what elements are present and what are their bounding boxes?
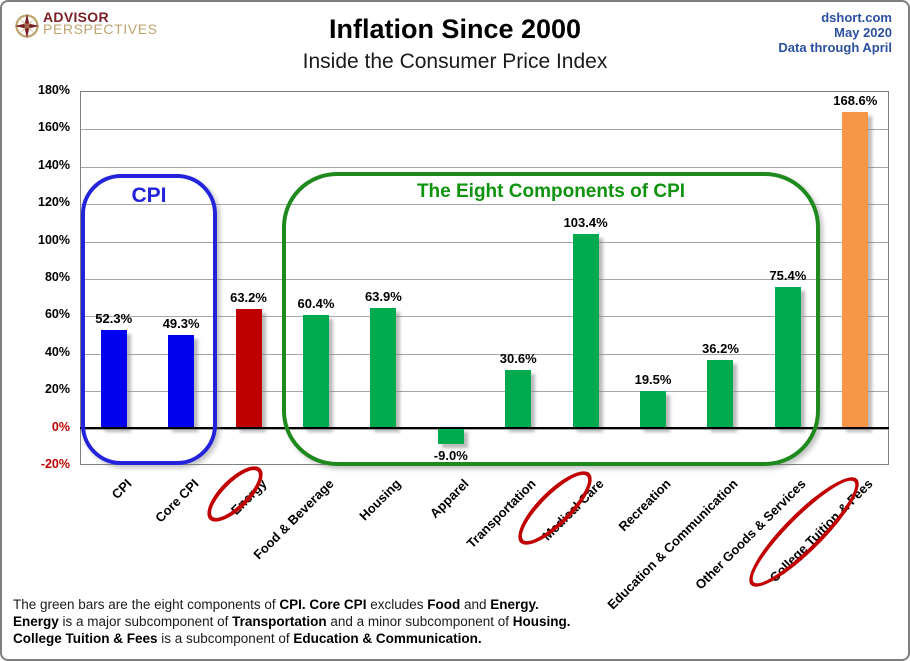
y-axis-label-160: 160% <box>38 120 70 135</box>
footer-text-segment: . <box>566 614 571 629</box>
bar-food-beverage <box>302 314 329 428</box>
gridline-20 <box>81 391 888 393</box>
y-axis-label--20: -20% <box>40 457 70 471</box>
footer-text-segment: The green bars are the eight components … <box>13 597 280 612</box>
footer-note-line-2: Energy is a major subcomponent of Transp… <box>13 613 571 630</box>
footer-text-segment: . <box>535 597 539 612</box>
footer-text-segment: College Tuition & Fees <box>13 631 158 646</box>
footer-notes: The green bars are the eight components … <box>13 596 571 647</box>
red-ellipse-medical-care <box>508 461 602 555</box>
chart-plot-area <box>80 91 889 465</box>
y-axis-label-80: 80% <box>44 270 70 284</box>
bar-value-label-core-cpi: 49.3% <box>162 316 200 332</box>
source-date: May 2020 <box>834 25 892 40</box>
page-subtitle: Inside the Consumer Price Index <box>302 50 608 73</box>
y-axis-label-0: 0% <box>51 419 70 434</box>
source-note: Data through April <box>778 40 892 55</box>
compass-star-icon <box>14 13 40 39</box>
bar-value-label-cpi: 52.3% <box>95 310 133 326</box>
gridline-0 <box>81 428 888 430</box>
bar-college-tuition-fees <box>842 112 869 428</box>
footer-text-segment: is a major subcomponent of <box>58 614 233 629</box>
bar-other-goods-services <box>774 286 801 428</box>
bar-cpi <box>100 329 127 428</box>
source-block: dshort.com May 2020 Data through April <box>778 10 892 55</box>
footer-text-segment: Housing <box>512 614 567 629</box>
bar-value-label-recreation: 19.5% <box>634 372 672 388</box>
bar-value-label-other-goods-services: 75.4% <box>769 267 807 283</box>
y-axis-label-180: 180% <box>38 83 70 97</box>
bar-value-label-energy: 63.2% <box>230 290 267 306</box>
bar-transportation <box>505 370 532 428</box>
y-axis-label-20: 20% <box>44 382 70 397</box>
gridline-80 <box>81 279 888 280</box>
logo-text: ADVISOR PERSPECTIVES <box>43 9 158 37</box>
logo-perspectives-text: PERSPECTIVES <box>43 21 158 37</box>
footer-text-segment: is a subcomponent of <box>157 631 294 646</box>
y-axis-label-40: 40% <box>44 344 70 359</box>
y-axis-label-100: 100% <box>38 232 70 247</box>
footer-text-segment: Energy <box>490 597 536 612</box>
bar-value-label-apparel: -9.0% <box>433 448 468 464</box>
cpi-group-label: CPI <box>131 184 167 207</box>
bar-core-cpi <box>168 335 195 428</box>
bar-recreation <box>640 391 667 428</box>
bar-value-label-college-tuition-fees: 168.6% <box>833 93 878 109</box>
bar-energy <box>235 309 262 428</box>
source-site: dshort.com <box>821 10 892 25</box>
footer-text-segment: and <box>460 597 491 612</box>
gridline-60 <box>81 316 888 318</box>
gridline-160 <box>81 129 888 131</box>
bar-value-label-housing: 63.9% <box>364 289 402 305</box>
zero-axis-line <box>80 426 889 429</box>
footer-note-line-1: The green bars are the eight components … <box>13 596 571 613</box>
gridline-120 <box>81 204 888 206</box>
advisor-perspectives-logo: ADVISOR PERSPECTIVES <box>14 9 158 39</box>
cpi-group-box: CPI <box>81 174 217 465</box>
y-axis-label-60: 60% <box>44 307 70 322</box>
page-title: Inflation Since 2000 <box>328 14 582 44</box>
bar-housing <box>370 308 397 428</box>
footer-text-segment: and a minor subcomponent of <box>326 614 513 629</box>
gridline-100 <box>81 241 888 243</box>
bar-apparel <box>437 427 464 445</box>
bar-medical-care <box>572 234 599 428</box>
logo-advisor-text: ADVISOR <box>43 9 109 25</box>
footer-note-line-3: College Tuition & Fees is a subcomponent… <box>13 630 571 647</box>
bar-value-label-transportation: 30.6% <box>499 351 537 367</box>
bar-value-label-food-beverage: 60.4% <box>297 295 335 311</box>
footer-text-segment: Food <box>427 597 461 612</box>
gridline-40 <box>81 353 888 355</box>
bar-education-communication <box>707 359 734 428</box>
components-group-label: The Eight Components of CPI <box>416 181 686 202</box>
footer-text-segment: Energy <box>13 614 59 629</box>
footer-text-segment: CPI. Core CPI <box>279 597 367 612</box>
bar-value-label-education-communication: 36.2% <box>702 340 739 356</box>
y-axis-label-140: 140% <box>38 157 70 172</box>
components-group-box: The Eight Components of CPI <box>282 172 820 466</box>
bar-value-label-medical-care: 103.4% <box>563 215 608 231</box>
y-axis-label-120: 120% <box>38 195 70 210</box>
footer-text-segment: Education & Communication <box>293 631 478 646</box>
gridline-140 <box>81 166 888 168</box>
footer-text-segment: . <box>477 631 482 646</box>
footer-text-segment: excludes <box>366 597 428 612</box>
footer-text-segment: Transportation <box>232 614 327 629</box>
